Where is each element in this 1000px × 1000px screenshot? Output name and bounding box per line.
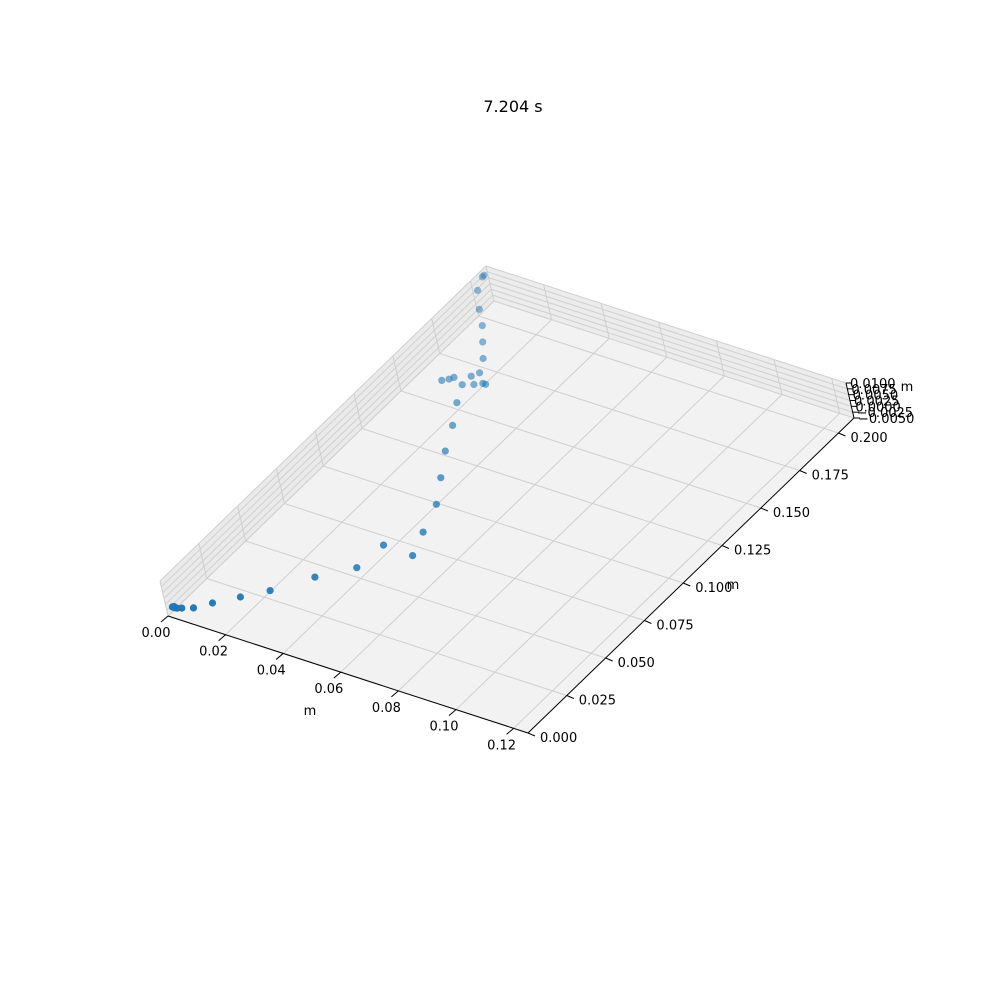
data-point bbox=[478, 273, 486, 281]
grid-lines bbox=[159, 265, 855, 734]
y-tick-mark bbox=[644, 620, 652, 624]
z-tick-label: 0.0050 bbox=[853, 389, 899, 404]
data-point bbox=[458, 381, 466, 389]
z-gridline bbox=[167, 300, 855, 617]
floor-pane bbox=[168, 301, 854, 733]
z-gridline bbox=[164, 288, 852, 605]
x-tick-label: 0.06 bbox=[314, 682, 343, 697]
y-tick-label: 0.175 bbox=[812, 469, 849, 484]
z-ticks: −0.0050−0.00250.00000.00250.00500.00750.… bbox=[846, 377, 914, 427]
z-tick-label: 0.0100 bbox=[850, 377, 896, 392]
data-point bbox=[478, 322, 486, 330]
z-tick-label: 0.0000 bbox=[855, 400, 901, 415]
x-tick-label: 0.08 bbox=[372, 701, 401, 716]
x-ticks: 0.00 0.02 0.04 0.06 0.08 0.10 0.12 bbox=[142, 615, 516, 753]
y-tick-label: 0.000 bbox=[540, 731, 577, 746]
y-tick-mark bbox=[760, 507, 769, 512]
y-tick-mark bbox=[799, 470, 807, 474]
data-point bbox=[470, 380, 478, 389]
x-tick-mark bbox=[391, 690, 399, 698]
y-tick-label: 0.150 bbox=[773, 506, 810, 521]
z-gridline bbox=[163, 282, 851, 599]
x-tick-mark bbox=[275, 653, 284, 660]
data-point bbox=[445, 375, 453, 383]
data-point bbox=[437, 474, 445, 482]
data-point bbox=[449, 421, 457, 429]
data-point bbox=[441, 447, 449, 455]
z-tick-label: −0.0050 bbox=[858, 412, 914, 427]
data-point bbox=[419, 528, 427, 536]
x-tick-label: 0.00 bbox=[142, 626, 171, 641]
data-point bbox=[432, 500, 440, 508]
data-point bbox=[479, 354, 487, 363]
z-gridline bbox=[166, 294, 853, 611]
data-point bbox=[438, 376, 446, 384]
z-gridline bbox=[162, 277, 849, 594]
data-points bbox=[168, 271, 490, 612]
data-point bbox=[311, 573, 319, 581]
data-point bbox=[353, 564, 361, 572]
data-point bbox=[467, 372, 475, 380]
z-tick-label: 0.0075 bbox=[851, 383, 897, 398]
data-point bbox=[168, 603, 176, 611]
y-tick-mark bbox=[683, 582, 691, 587]
y-tick-label: 0.025 bbox=[579, 694, 616, 709]
y-tick-label: 0.050 bbox=[618, 656, 655, 671]
data-point bbox=[409, 552, 417, 560]
data-point bbox=[189, 604, 198, 612]
x-tick-mark bbox=[333, 671, 342, 679]
y-tick-label: 0.200 bbox=[850, 431, 887, 446]
x-tick-mark bbox=[448, 709, 457, 716]
x-axis-line bbox=[167, 615, 529, 734]
z-gridline bbox=[159, 265, 847, 582]
data-point bbox=[208, 599, 217, 607]
data-point bbox=[453, 399, 461, 407]
y-axis-label: m bbox=[727, 578, 740, 593]
data-point bbox=[236, 593, 244, 601]
data-point bbox=[476, 369, 484, 377]
x-axis-label: m bbox=[304, 704, 317, 719]
data-point bbox=[479, 338, 487, 346]
x-tick-mark bbox=[160, 615, 169, 623]
data-point bbox=[482, 380, 490, 388]
x-tick-label: 0.02 bbox=[199, 645, 228, 660]
x-tick-mark bbox=[218, 634, 226, 642]
z-gridline bbox=[160, 271, 848, 588]
z-tick-label: −0.0025 bbox=[857, 406, 913, 421]
x-tick-label: 0.10 bbox=[430, 720, 459, 735]
y-tick-mark bbox=[721, 545, 730, 549]
z-axis-label: m bbox=[901, 380, 914, 395]
y-tick-mark bbox=[838, 432, 846, 437]
y-tick-mark bbox=[605, 657, 613, 662]
x-tick-label: 0.12 bbox=[487, 738, 516, 753]
x-tick-label: 0.04 bbox=[257, 663, 286, 678]
y-tick-label: 0.125 bbox=[734, 544, 771, 559]
y-ticks: 0.000 0.025 0.050 0.075 0.100 0.125 0.150 0.175… bbox=[527, 431, 888, 746]
y-tick-mark bbox=[527, 732, 536, 737]
z-tick-label: 0.0025 bbox=[854, 395, 900, 410]
chart-title: 7.204 s bbox=[483, 97, 542, 116]
y-tick-label: 0.075 bbox=[656, 619, 693, 634]
data-point bbox=[480, 271, 488, 279]
y-tick-mark bbox=[566, 695, 575, 699]
x-tick-mark bbox=[506, 727, 514, 735]
data-point bbox=[379, 541, 388, 549]
y-tick-label: 0.100 bbox=[695, 581, 732, 596]
data-point bbox=[475, 305, 483, 313]
data-point bbox=[266, 587, 274, 595]
data-point bbox=[474, 286, 482, 294]
